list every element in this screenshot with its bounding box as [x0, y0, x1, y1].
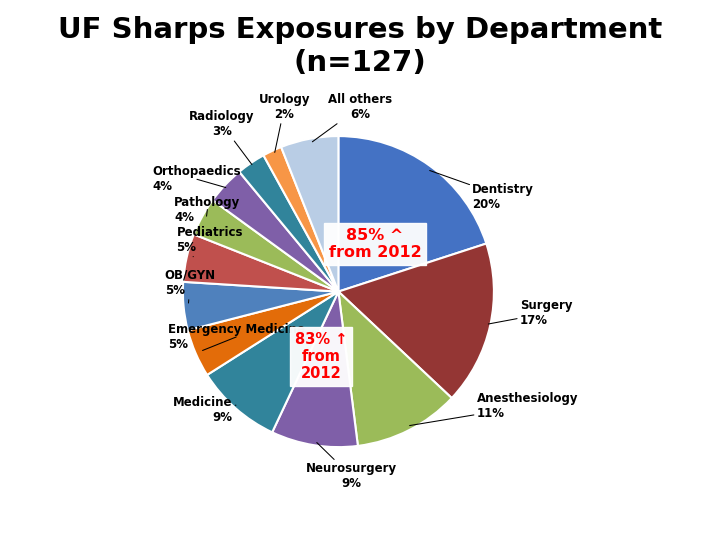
Text: Dentistry
20%: Dentistry 20% [430, 171, 534, 211]
Text: Urology
2%: Urology 2% [258, 93, 310, 152]
Wedge shape [188, 292, 338, 375]
Wedge shape [338, 244, 494, 398]
Wedge shape [212, 172, 338, 292]
Text: Pediatrics
5%: Pediatrics 5% [176, 226, 243, 256]
Wedge shape [264, 147, 338, 292]
Text: Medicine
9%: Medicine 9% [173, 396, 236, 424]
Text: Surgery
17%: Surgery 17% [488, 299, 572, 327]
Wedge shape [338, 292, 451, 446]
Text: Emergency Medicine
5%: Emergency Medicine 5% [168, 323, 305, 351]
Wedge shape [272, 292, 358, 447]
Text: All others
6%: All others 6% [312, 93, 392, 142]
Wedge shape [183, 234, 338, 292]
Text: Neurosurgery
9%: Neurosurgery 9% [306, 443, 397, 490]
Text: OB/GYN
5%: OB/GYN 5% [165, 269, 216, 303]
Wedge shape [239, 156, 338, 292]
Text: 83% ↑
from
2012: 83% ↑ from 2012 [295, 332, 347, 381]
Text: UF Sharps Exposures by Department
(n=127): UF Sharps Exposures by Department (n=127… [58, 16, 662, 77]
Wedge shape [338, 136, 486, 292]
Text: 85% ^
from 2012: 85% ^ from 2012 [329, 228, 421, 260]
Wedge shape [194, 200, 338, 292]
Wedge shape [183, 282, 338, 330]
Wedge shape [207, 292, 338, 433]
Text: Orthopaedics
4%: Orthopaedics 4% [153, 165, 241, 193]
Text: Radiology
3%: Radiology 3% [189, 110, 254, 165]
Text: Anesthesiology
11%: Anesthesiology 11% [410, 392, 578, 426]
Text: Pathology
4%: Pathology 4% [174, 195, 240, 224]
Wedge shape [281, 136, 338, 292]
